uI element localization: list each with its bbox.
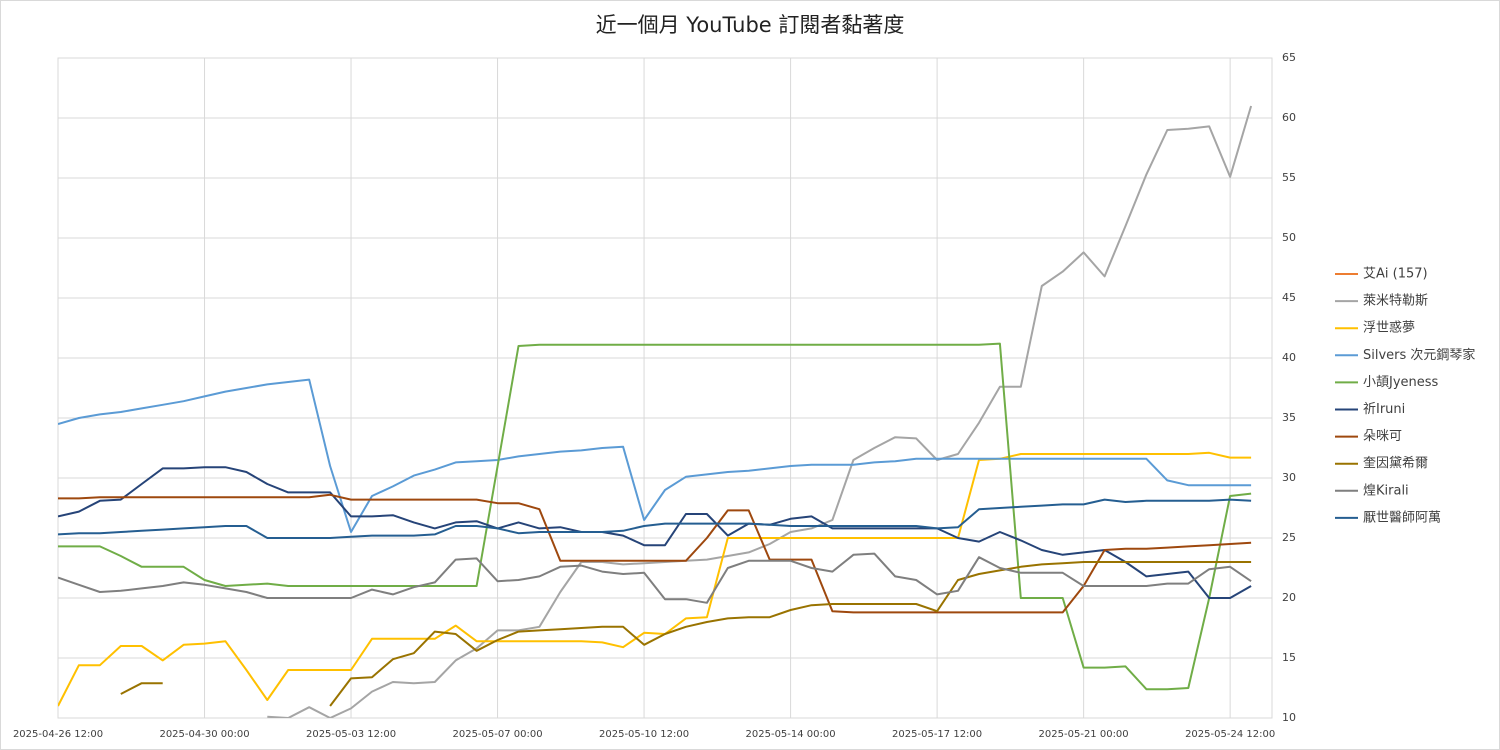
x-tick-label: 2025-05-14 00:00 [746,729,836,740]
y-tick-label: 50 [1282,231,1296,244]
y-tick-label: 55 [1282,171,1296,184]
y-tick-label: 60 [1282,111,1296,124]
x-tick-label: 2025-05-24 12:00 [1185,729,1275,740]
x-tick-label: 2025-05-21 00:00 [1039,729,1129,740]
y-tick-label: 25 [1282,531,1296,544]
x-tick-label: 2025-04-26 12:00 [13,729,103,740]
x-tick-label: 2025-05-07 00:00 [452,729,542,740]
series-line [58,378,1252,533]
legend-label: 厭世醫師阿萬 [1363,510,1441,525]
legend-label: 浮世惑夢 [1363,320,1415,336]
y-tick-label: 10 [1282,711,1296,724]
x-tick-label: 2025-05-17 12:00 [892,729,982,740]
series-line [58,552,1252,604]
chart-title: 近一個月 YouTube 訂閱者黏著度 [596,13,905,37]
y-tick-label: 35 [1282,411,1296,424]
x-tick-label: 2025-04-30 00:00 [159,729,249,740]
y-tick-label: 45 [1282,291,1296,304]
legend-label: 萊米特勒斯 [1363,294,1428,309]
labels: 10 15 20 25 30 35 40 45 50 55 60 65 2025-04-26 12:00… [13,51,1475,740]
legend-label: 小頡Jyeness [1363,375,1439,390]
y-tick-label: 15 [1282,651,1296,664]
x-tick-label: 2025-05-03 12:00 [306,729,396,740]
grid [57,57,1273,719]
legend-label: 祈Iruni [1363,402,1405,417]
y-tick-label: 40 [1282,351,1296,364]
series-line [58,466,1252,599]
legend-label: 奎因黛希爾 [1363,456,1428,471]
series-line [58,342,1252,691]
x-tick-label: 2025-05-10 12:00 [599,729,689,740]
legend-label: Silvers 次元鋼琴家 [1363,347,1475,363]
series-line [58,451,1252,707]
series-line [120,561,1252,707]
y-tick-label: 65 [1282,51,1296,64]
y-tick-label: 30 [1282,471,1296,484]
y-tick-label: 20 [1282,591,1296,604]
plot-lines [58,105,1253,718]
series-line [267,105,1253,718]
series-line [58,493,1252,614]
legend-label: 朵咪可 [1363,429,1402,444]
series-line [58,498,1252,539]
plot-border [57,57,1273,719]
legend-label: 煌Kirali [1363,483,1409,498]
legend-label: 艾Ai (157) [1363,267,1428,282]
